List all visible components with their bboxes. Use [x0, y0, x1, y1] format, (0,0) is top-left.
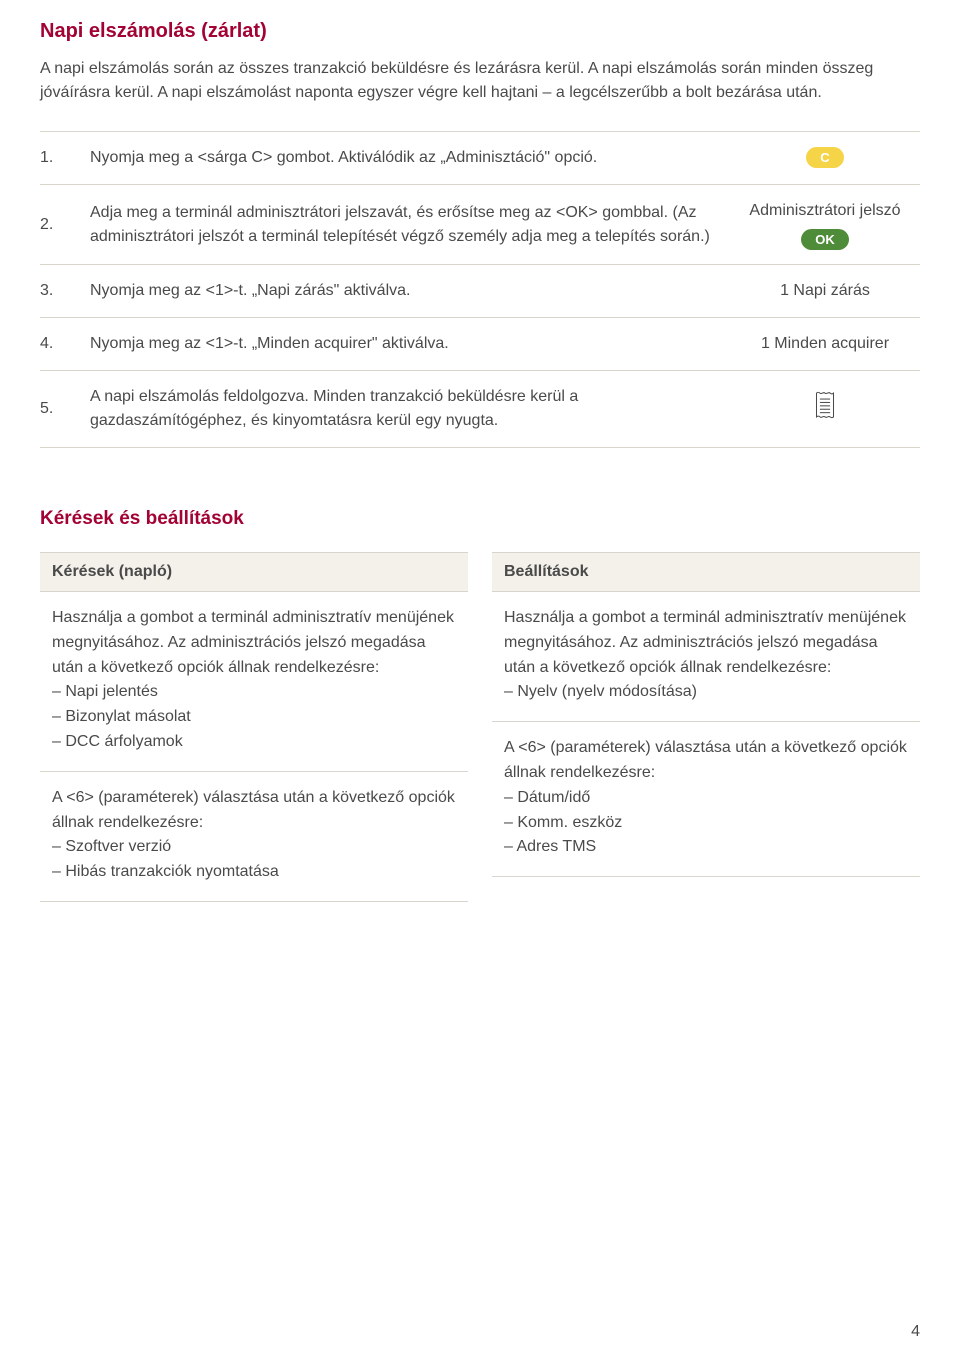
column-heading: Kérések (napló)	[40, 552, 468, 592]
section-title: Kérések és beállítások	[40, 508, 920, 530]
intro-paragraph: A napi elszámolás során az összes tranza…	[40, 57, 920, 105]
ok-button-icon: OK	[801, 229, 849, 250]
table-row: 3. Nyomja meg az <1>-t. „Napi zárás" akt…	[40, 265, 920, 318]
body-text: A <6> (paraméterek) választása után a kö…	[504, 736, 908, 860]
step-action: Adminisztrátori jelszó OK	[740, 185, 920, 265]
column-heading: Beállítások	[492, 552, 920, 592]
action-label: 1 Napi zárás	[740, 279, 910, 303]
step-instruction: Nyomja meg az <1>-t. „Napi zárás" aktivá…	[90, 265, 740, 318]
column-body: A <6> (paraméterek) választása után a kö…	[492, 722, 920, 877]
action-label: 1 Minden acquirer	[740, 332, 910, 356]
admin-password-label: Adminisztrátori jelszó	[749, 199, 900, 223]
left-column: Kérések (napló) Használja a gombot a ter…	[40, 552, 468, 902]
step-action: C	[740, 132, 920, 185]
step-instruction: Nyomja meg a <sárga C> gombot. Aktiválód…	[90, 132, 740, 185]
step-number: 3.	[40, 265, 90, 318]
receipt-icon	[808, 388, 842, 422]
step-action	[740, 371, 920, 448]
body-text: Használja a gombot a terminál adminisztr…	[52, 606, 456, 755]
column-body: Használja a gombot a terminál adminisztr…	[492, 592, 920, 722]
step-instruction: Nyomja meg az <1>-t. „Minden acquirer" a…	[90, 318, 740, 371]
page-number: 4	[911, 1323, 920, 1341]
table-row: 5. A napi elszámolás feldolgozva. Minden…	[40, 371, 920, 448]
step-instruction: A napi elszámolás feldolgozva. Minden tr…	[90, 371, 740, 448]
page-title: Napi elszámolás (zárlat)	[40, 20, 920, 43]
table-row: 1. Nyomja meg a <sárga C> gombot. Aktivá…	[40, 132, 920, 185]
table-row: 4. Nyomja meg az <1>-t. „Minden acquirer…	[40, 318, 920, 371]
steps-table: 1. Nyomja meg a <sárga C> gombot. Aktivá…	[40, 131, 920, 448]
step-number: 2.	[40, 185, 90, 265]
column-body: A <6> (paraméterek) választása után a kö…	[40, 772, 468, 902]
body-text: Használja a gombot a terminál adminisztr…	[504, 606, 908, 705]
body-text: A <6> (paraméterek) választása után a kö…	[52, 786, 456, 885]
step-number: 5.	[40, 371, 90, 448]
c-button-icon: C	[806, 147, 843, 168]
step-number: 1.	[40, 132, 90, 185]
right-column: Beállítások Használja a gombot a terminá…	[492, 552, 920, 902]
step-action: 1 Napi zárás	[740, 265, 920, 318]
table-row: 2. Adja meg a terminál adminisztrátori j…	[40, 185, 920, 265]
step-instruction: Adja meg a terminál adminisztrátori jels…	[90, 185, 740, 265]
column-body: Használja a gombot a terminál adminisztr…	[40, 592, 468, 772]
two-column-layout: Kérések (napló) Használja a gombot a ter…	[40, 552, 920, 902]
step-action: 1 Minden acquirer	[740, 318, 920, 371]
step-number: 4.	[40, 318, 90, 371]
